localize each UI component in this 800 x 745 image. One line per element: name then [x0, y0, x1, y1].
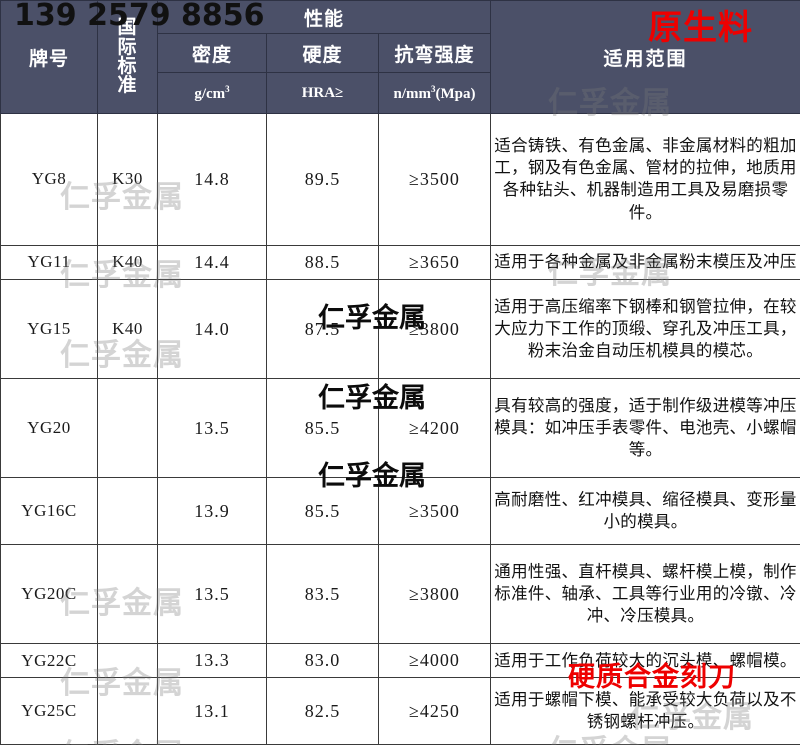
cell-standard: [97, 477, 158, 545]
header-label-scope: 适用范围: [603, 48, 688, 70]
header-cell-performance-group: 性能: [157, 0, 491, 34]
cell-hardness: 89.5: [266, 113, 379, 246]
header-cell-density: 密度: [157, 33, 267, 73]
cell-standard: K40: [97, 278, 158, 380]
table-row: YG22C 13.3 83.0 ≥4000 适用于工作负荷较大的沉头模、螺帽模。: [0, 643, 800, 679]
header-label-density: 密度: [191, 44, 232, 66]
cell-bending-strength: ≥3800: [378, 543, 491, 645]
header-label-bending-unit-prefix: n/mm: [393, 85, 432, 102]
cell-standard: K40: [97, 244, 158, 280]
cell-standard: K30: [97, 113, 158, 246]
cell-bending-strength: ≥4200: [378, 378, 491, 479]
table-row: YG15 K40 14.0 87.5 ≥3800 适用于高压缩率下钢棒和钢管拉伸…: [0, 278, 800, 380]
cell-scope: 具有较高的强度，适于制作级进模等冲压模具：如冲压手表零件、电池壳、小螺帽等。: [490, 378, 800, 479]
table-row: YG8 K30 14.8 89.5 ≥3500 适合铸铁、有色金属、非金属材料的…: [0, 113, 800, 246]
cell-scope: 高耐磨性、红冲模具、缩径模具、变形量小的模具。: [490, 477, 800, 545]
header-row-group: 牌号 国 际 标 准 性能 适用范围: [0, 0, 800, 114]
cell-density: 13.5: [157, 543, 267, 645]
cell-scope: 通用性强、直杆模具、螺杆模上模，制作标准件、轴承、工具等行业用的冷镦、冷冲、冷压…: [490, 543, 800, 645]
cell-scope: 适用于螺帽下模、能承受较大负荷以及不锈钢螺杆冲压。: [490, 677, 800, 745]
cell-grade: YG20C: [0, 543, 98, 645]
header-cell-density-unit: g/cm3: [157, 72, 267, 114]
cell-density: 13.1: [157, 677, 267, 745]
header-label-bending-unit-exponent: 3: [431, 83, 436, 94]
cell-density: 14.4: [157, 244, 267, 280]
header-label-hardness-unit: HRA≥: [301, 84, 344, 101]
cell-density: 13.9: [157, 477, 267, 545]
header-cell-bending-strength: 抗弯强度: [378, 33, 491, 73]
header-label-bending-strength: 抗弯强度: [394, 44, 475, 66]
table-row: YG16C 13.9 85.5 ≥3500 高耐磨性、红冲模具、缩径模具、变形量…: [0, 477, 800, 545]
cell-grade: YG20: [0, 378, 98, 479]
header-label-standard-char-2: 际: [117, 36, 138, 58]
header-label-standard-char-3: 标: [117, 56, 138, 77]
cell-scope: 适合铸铁、有色金属、非金属材料的粗加工，钢及有色金属、管材的拉伸，地质用各种钻头…: [490, 113, 800, 246]
cell-bending-strength: ≥3800: [378, 278, 491, 380]
cell-scope: 适用于高压缩率下钢棒和钢管拉伸，在较大应力下工作的顶缎、穿孔及冲压工具，粉末治金…: [490, 278, 800, 380]
cell-hardness: 85.5: [266, 477, 379, 545]
cell-scope: 适用于工作负荷较大的沉头模、螺帽模。: [490, 643, 800, 679]
cell-grade: YG11: [0, 244, 98, 280]
header-cell-standard: 国 际 标 准: [97, 0, 158, 114]
table-row: YG11 K40 14.4 88.5 ≥3650 适用于各种金属及非金属粉末模压…: [0, 244, 800, 280]
cell-standard: [97, 677, 158, 745]
cell-standard: [97, 643, 158, 679]
header-label-standard-char-4: 准: [117, 75, 138, 97]
cell-hardness: 83.5: [266, 543, 379, 645]
cell-bending-strength: ≥4000: [378, 643, 491, 679]
cell-density: 14.8: [157, 113, 267, 246]
header-label-grade: 牌号: [28, 48, 69, 70]
cell-bending-strength: ≥4250: [378, 677, 491, 745]
cell-scope: 适用于各种金属及非金属粉末模压及冲压: [490, 244, 800, 280]
table-row: YG20 13.5 85.5 ≥4200 具有较高的强度，适于制作级进模等冲压模…: [0, 378, 800, 479]
header-row-units: g/cm3 HRA≥ n/mm3(Mpa): [1, 72, 800, 114]
header-label-performance: 性能: [303, 8, 344, 30]
cell-density: 14.0: [157, 278, 267, 380]
cell-grade: YG16C: [0, 477, 98, 545]
table-row: YG20C 13.5 83.5 ≥3800 通用性强、直杆模具、螺杆模上模，制作…: [0, 543, 800, 645]
header-cell-hardness: 硬度: [266, 33, 379, 73]
header-cell-hardness-unit: HRA≥: [266, 72, 379, 114]
cell-hardness: 82.5: [266, 677, 379, 745]
header-label-density-unit: g/cm: [194, 85, 226, 102]
header-cell-grade: 牌号: [0, 0, 98, 114]
header-row-properties: 密度 硬度 抗弯强度: [1, 33, 800, 73]
header-cell-bending-strength-unit: n/mm3(Mpa): [378, 72, 491, 114]
header-label-hardness: 硬度: [302, 44, 343, 66]
cell-bending-strength: ≥3650: [378, 244, 491, 280]
cell-hardness: 87.5: [266, 278, 379, 380]
header-cell-scope: 适用范围: [490, 0, 800, 114]
cell-standard: [97, 543, 158, 645]
cell-hardness: 88.5: [266, 244, 379, 280]
cell-hardness: 85.5: [266, 378, 379, 479]
cell-hardness: 83.0: [266, 643, 379, 679]
cell-bending-strength: ≥3500: [378, 477, 491, 545]
header-label-density-unit-exponent: 3: [225, 83, 230, 94]
cell-density: 13.5: [157, 378, 267, 479]
cell-bending-strength: ≥3500: [378, 113, 491, 246]
header-label-standard-char-1: 国: [117, 17, 138, 39]
cell-density: 13.3: [157, 643, 267, 679]
cell-grade: YG25C: [0, 677, 98, 745]
cell-standard: [97, 378, 158, 479]
cell-grade: YG22C: [0, 643, 98, 679]
header-label-bending-unit-suffix: (Mpa): [435, 85, 476, 102]
table-row: YG25C 13.1 82.5 ≥4250 适用于螺帽下模、能承受较大负荷以及不…: [0, 677, 800, 745]
cell-grade: YG15: [0, 278, 98, 380]
cell-grade: YG8: [0, 113, 98, 246]
